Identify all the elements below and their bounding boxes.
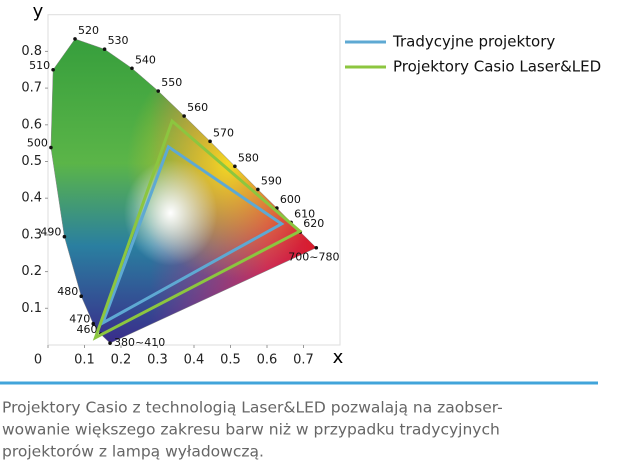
- wavelength-label: 530: [108, 34, 129, 47]
- wavelength-label: 380~410: [114, 336, 165, 349]
- locus-point: [208, 139, 212, 144]
- wavelength-label: 540: [135, 53, 156, 66]
- wavelength-label: 570: [213, 126, 234, 139]
- wavelength-label: 600: [280, 193, 301, 206]
- locus-point: [51, 67, 55, 72]
- x-tick-label: 0.1: [74, 353, 95, 368]
- x-tick-label: 0.4: [184, 353, 205, 368]
- x-tick-label: 0.7: [293, 353, 314, 368]
- locus-point: [102, 47, 107, 51]
- locus-point: [91, 321, 96, 326]
- wavelength-label: 620: [303, 217, 324, 230]
- y-tick-label: 0.2: [21, 264, 42, 279]
- x-tick-label: 0.6: [257, 353, 278, 368]
- wavelength-label: 490: [40, 226, 61, 239]
- locus-color: [50, 38, 317, 344]
- locus-fill: [50, 38, 317, 344]
- y-tick-label: 0.5: [21, 154, 42, 169]
- locus-point: [182, 114, 186, 118]
- locus-point: [49, 145, 53, 150]
- y-tick-label: 0.6: [21, 117, 42, 132]
- locus-point: [156, 89, 161, 93]
- locus-point: [62, 234, 67, 239]
- gamut-triangle: [99, 144, 285, 327]
- y-tick-label: 0.7: [21, 81, 42, 96]
- x-axis-label: x: [333, 347, 344, 368]
- x-tick-label: 0.5: [220, 353, 241, 368]
- wavelength-label: 520: [78, 24, 99, 37]
- locus-point: [233, 164, 237, 169]
- caption-line: wowanie większego zakresu barw niż w prz…: [2, 421, 500, 439]
- wavelength-label: 700~780: [288, 251, 339, 264]
- wavelength-label: 580: [238, 151, 259, 164]
- y-tick-label: 0.1: [21, 301, 42, 316]
- x-tick-label: 0.2: [111, 353, 132, 368]
- wavelength-label: 610: [294, 207, 315, 220]
- locus-point: [79, 294, 84, 298]
- locus-point: [130, 66, 134, 71]
- locus-point: [108, 341, 112, 345]
- wavelength-label: 550: [161, 76, 182, 89]
- y-tick-label: 0.3: [21, 227, 42, 242]
- y-tick-label: 0.4: [21, 191, 42, 206]
- locus-point: [314, 245, 319, 250]
- caption-line: projektorów z lampą wyładowczą.: [2, 443, 264, 461]
- locus-point: [256, 187, 260, 192]
- x-tick-label: 0.3: [147, 353, 168, 368]
- wavelength-label: 510: [29, 59, 50, 72]
- wavelength-label: 500: [27, 137, 48, 150]
- wavelength-label: 590: [261, 174, 282, 187]
- gamut-triangle: [92, 118, 303, 341]
- legend-label: Tradycyjne projektory: [392, 33, 555, 51]
- wavelength-label: 560: [187, 101, 208, 114]
- y-tick-label: 0.8: [21, 44, 42, 59]
- y-axis-label: y: [33, 1, 44, 22]
- legend-label: Projektory Casio Laser&LED: [393, 58, 601, 76]
- caption-line: Projektory Casio z technologią Laser&LED…: [2, 399, 503, 417]
- wavelength-label: 460: [77, 323, 98, 336]
- wavelength-label: 470: [69, 313, 90, 326]
- wavelength-label: 480: [57, 285, 78, 298]
- x-tick-label: 0: [34, 353, 42, 368]
- locus-point: [73, 37, 77, 41]
